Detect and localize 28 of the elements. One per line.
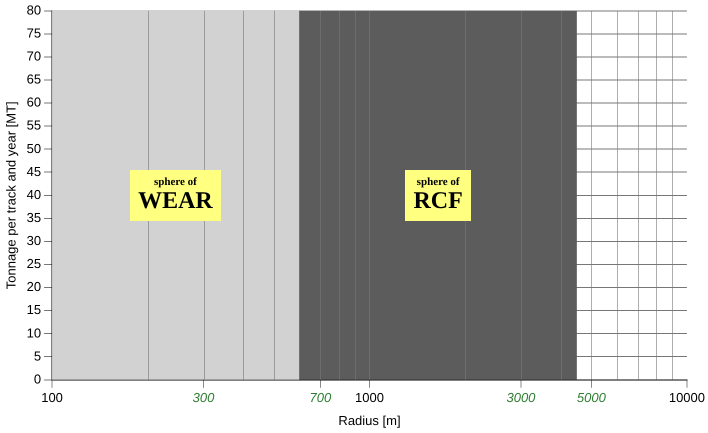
y-tick-label: 40 [26, 186, 42, 202]
x-tick-label: 1000 [355, 390, 384, 406]
y-tick-label: 35 [26, 210, 42, 225]
y-tick-label: 75 [26, 25, 42, 40]
x-axis-title: Radius [m] [338, 412, 401, 428]
y-tick-label: 55 [26, 118, 42, 133]
x-tick-label: 700 [309, 390, 332, 406]
y-tick-label: 50 [26, 140, 42, 156]
y-tick-label: 20 [26, 279, 42, 294]
y-tick-label: 80 [26, 2, 42, 18]
y-axis-title: Tonnage per track and year [MT] [3, 101, 18, 290]
y-tick-label: 60 [26, 94, 42, 110]
band-label: sphere of WEAR [138, 176, 213, 215]
y-tick-label: 70 [26, 48, 42, 64]
x-tick-label: 5000 [576, 390, 607, 406]
y-tick-label: 25 [26, 256, 42, 272]
x-tick-label: 100 [41, 390, 63, 406]
band-label: sphere of RCF [413, 176, 463, 215]
y-tick-label: 65 [26, 72, 42, 87]
y-tick-label: 45 [26, 164, 42, 179]
y-tick-label: 10 [26, 325, 42, 340]
y-tick-label: 30 [26, 233, 42, 248]
y-tick-label: 5 [34, 348, 42, 364]
y-tick-label: 0 [34, 371, 42, 386]
x-tick-label: 300 [192, 390, 216, 406]
x-tick-label: 10000 [668, 390, 706, 406]
x-tick-label: 3000 [506, 390, 536, 406]
y-tick-label: 15 [26, 302, 42, 318]
